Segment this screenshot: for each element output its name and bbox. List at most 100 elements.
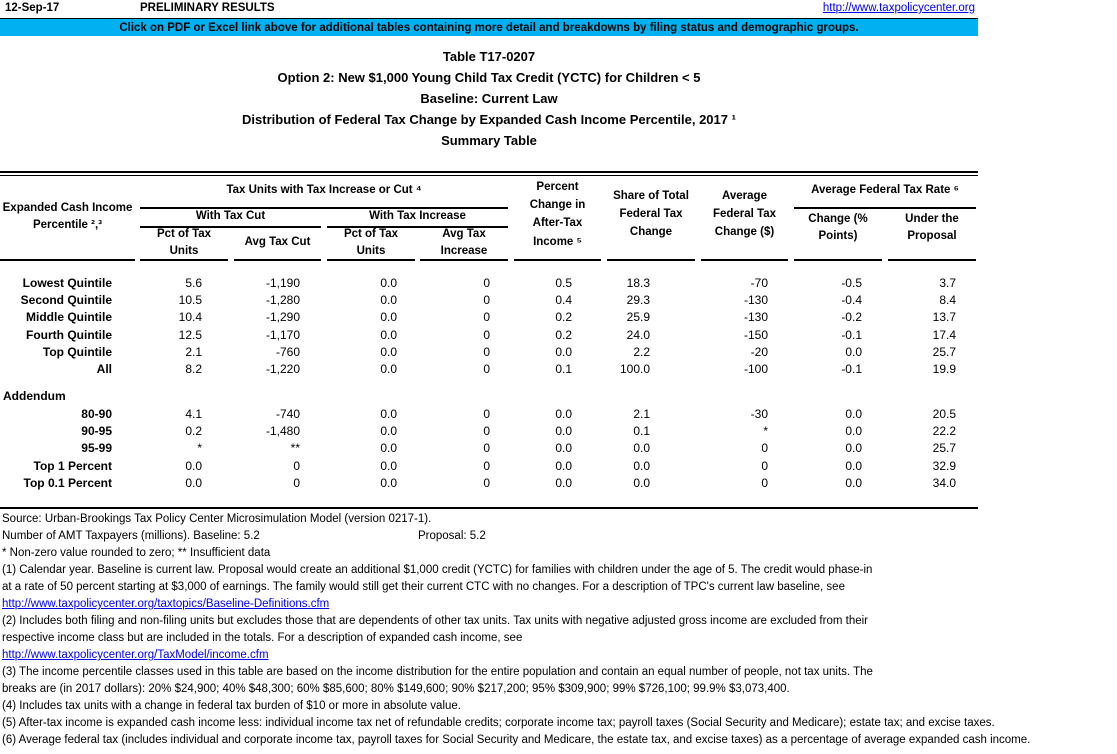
rule-with-tax-cut: [140, 226, 321, 228]
cell: 0.0: [845, 424, 862, 439]
cell: 0.0: [185, 475, 202, 490]
addendum-label: Addendum: [3, 388, 66, 403]
cell: 2.1: [185, 344, 202, 359]
cell: 0: [293, 475, 300, 490]
cell: 0: [761, 475, 768, 490]
cell: 0.0: [555, 344, 572, 359]
footnote-line: * Non-zero value rounded to zero; ** Ins…: [2, 547, 271, 559]
cell: 0.1: [633, 424, 650, 439]
header-avg-change-line3: Change ($): [714, 226, 775, 238]
cell: 0.0: [555, 424, 572, 439]
cell: 0.0: [185, 458, 202, 473]
footnote-line: (5) After-tax income is expanded cash in…: [2, 717, 995, 729]
table-body: Lowest Quintile 5.6 -1,190 0.0 0 0.5 18.3 -70 -0…: [0, 261, 978, 509]
cell: 0.1: [555, 362, 572, 377]
rule-avg-rate-group: [794, 207, 976, 209]
footnote-line: http://www.taxpolicycenter.org/taxtopics…: [0, 596, 1117, 613]
cell: 0: [483, 475, 490, 490]
cell: 20.5: [932, 406, 956, 421]
cell: -70: [750, 275, 768, 290]
cell: 34.0: [932, 475, 956, 490]
info-banner-text: Click on PDF or Excel link above for add…: [119, 21, 859, 34]
rule-col-4: [327, 259, 415, 261]
cell: 19.9: [932, 362, 956, 377]
cell: 0.0: [380, 475, 397, 490]
table-row: 90-95 0.2 -1,480 0.0 0 0.0 0.1 * 0.0 22.2: [0, 422, 978, 439]
header-avg-change-line1: Average: [722, 190, 767, 202]
footnote-line: http://www.taxpolicycenter.org/TaxModel/…: [0, 647, 1117, 664]
rule-col-9: [794, 259, 882, 261]
distribution-title: Distribution of Federal Tax Change by Ex…: [242, 112, 736, 127]
cell: 0.0: [380, 292, 397, 307]
cell: -1,170: [265, 327, 300, 342]
cell: 18.3: [626, 275, 650, 290]
table-row: Top Quintile 2.1 -760 0.0 0 0.0 2.2 -20 0.0 25.7: [0, 343, 978, 360]
header-row-label-line1: Expanded Cash Income: [2, 202, 133, 214]
footnote-line: at a rate of 50 percent starting at $3,0…: [2, 581, 845, 593]
amt-proposal: Proposal: 5.2: [418, 530, 486, 542]
footnote-line: (6) Average federal tax (includes indivi…: [2, 734, 1031, 746]
header-avg-tax-increase-line1: Avg Tax: [442, 228, 486, 240]
header-under-proposal-line2: Proposal: [907, 230, 957, 242]
row-label: Top 0.1 Percent: [23, 475, 112, 490]
top-bar: 12-Sep-17 PRELIMINARY RESULTS http://www…: [0, 0, 978, 18]
header-avg-tax-increase-line2: Increase: [440, 245, 488, 257]
header-pct-change-line1: Percent: [536, 181, 579, 193]
cell: 0.0: [845, 475, 862, 490]
cell: 13.7: [932, 310, 956, 325]
rule-with-tax-increase: [327, 226, 508, 228]
cell: -130: [743, 292, 768, 307]
cell: 0.0: [380, 362, 397, 377]
cell: 0.0: [380, 441, 397, 456]
cell: -30: [750, 406, 768, 421]
cell: 32.9: [932, 458, 956, 473]
header-group-with-tax-increase: With Tax Increase: [369, 210, 466, 222]
double-rule-top-1: [0, 171, 978, 173]
rule-col-6: [514, 259, 601, 261]
row-label: Lowest Quintile: [22, 275, 112, 290]
cell: -1,280: [265, 292, 300, 307]
cell: 0.5: [555, 275, 572, 290]
row-label: 80-90: [81, 406, 112, 421]
cell: 0.0: [555, 475, 572, 490]
cell: 0: [483, 362, 490, 377]
footnotes: Source: Urban-Brookings Tax Policy Cente…: [0, 511, 1117, 749]
header-group-tax-units: Tax Units with Tax Increase or Cut ⁴: [226, 184, 422, 196]
cell: -0.4: [841, 292, 862, 307]
header-share-total-line2: Federal Tax: [619, 208, 683, 220]
header-share-total-line1: Share of Total: [613, 190, 689, 202]
table-row: Lowest Quintile 5.6 -1,190 0.0 0 0.5 18.3 -70 -0…: [0, 274, 978, 291]
cell: 0: [483, 406, 490, 421]
cell: 0.0: [633, 475, 650, 490]
taxpolicycenter-link[interactable]: http://www.taxpolicycenter.org: [822, 2, 975, 14]
footnote-link[interactable]: http://www.taxpolicycenter.org/TaxModel/…: [2, 649, 269, 661]
cell: 0.2: [555, 327, 572, 342]
footnote-link[interactable]: http://www.taxpolicycenter.org/taxtopics…: [2, 598, 330, 610]
cell: -1,220: [265, 362, 300, 377]
cell: 0.0: [555, 406, 572, 421]
cell: 0: [293, 458, 300, 473]
cell: 0: [761, 458, 768, 473]
footnote-line: breaks are (in 2017 dollars): 20% $24,90…: [2, 683, 790, 695]
rule-col-2: [140, 259, 228, 261]
cell: *: [763, 424, 768, 439]
rule-col-8: [701, 259, 788, 261]
cell: 25.7: [932, 441, 956, 456]
cell: 10.4: [178, 310, 202, 325]
rule-col-10: [888, 259, 976, 261]
cell: 3.7: [939, 275, 956, 290]
amt-taxpayers-line: Number of AMT Taxpayers (millions). Base…: [0, 528, 1117, 545]
header-pct-units-inc-line1: Pct of Tax: [343, 228, 399, 240]
info-banner: Click on PDF or Excel link above for add…: [0, 18, 978, 36]
header-group-avg-rate: Average Federal Tax Rate ⁶: [811, 184, 959, 196]
cell: -100: [743, 362, 768, 377]
cell: -740: [275, 406, 300, 421]
header-group-with-tax-cut: With Tax Cut: [195, 210, 266, 222]
cell: 0.0: [845, 344, 862, 359]
footnote-line: respective income class but are included…: [2, 632, 523, 644]
rule-col-7: [607, 259, 695, 261]
cell: 2.1: [633, 406, 650, 421]
footnote-line: (4) Includes tax units with a change in …: [2, 700, 461, 712]
table-row: Top 1 Percent 0.0 0 0.0 0 0.0 0.0 0 0.0 32.9: [0, 457, 978, 474]
